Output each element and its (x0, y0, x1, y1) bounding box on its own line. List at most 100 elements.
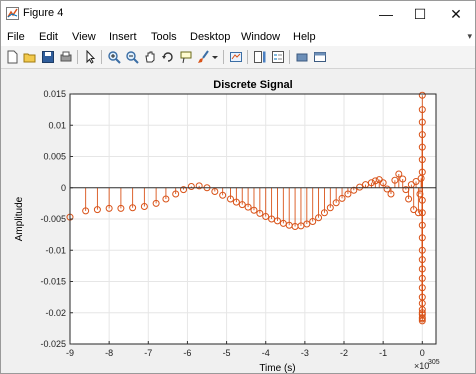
menu-window[interactable]: Window (241, 31, 281, 43)
stem-marker (219, 191, 227, 199)
stem-marker (338, 194, 346, 202)
rotate-3d-icon[interactable] (160, 49, 176, 65)
close-button[interactable]: ✕ (450, 5, 462, 22)
stem-marker (105, 204, 113, 212)
toolbar-separator (247, 50, 248, 64)
y-axis-label: Amplitude (14, 196, 25, 241)
x-exponent-power: 305 (428, 359, 440, 366)
stem-marker (418, 106, 426, 114)
x-tick-label: -5 (223, 348, 231, 358)
stem-marker (152, 199, 160, 207)
stem-marker (356, 183, 364, 191)
figure-toolbar (1, 46, 475, 69)
y-tick-label: 0.01 (48, 120, 66, 130)
x-tick-label: -8 (105, 348, 113, 358)
stem-marker (332, 199, 340, 207)
print-icon[interactable] (58, 49, 74, 65)
stem-marker (391, 176, 399, 184)
insert-colorbar-icon[interactable] (252, 49, 268, 65)
stem-chart[interactable]: -9 -8 -7 -6 -5 -4 -3 -2 -1 0 0.015 0.01 0.005 0 -0.005… (2, 69, 474, 373)
x-tick-label: -4 (262, 348, 270, 358)
stem-marker (117, 204, 125, 212)
stem-marker (387, 190, 395, 198)
y-tick-label: 0 (61, 183, 66, 193)
stem-marker (309, 218, 317, 225)
stem-marker (238, 201, 246, 209)
stem-marker (320, 209, 328, 217)
brush-icon[interactable] (196, 49, 212, 65)
toolbar-separator (77, 50, 78, 64)
menu-view[interactable]: View (72, 31, 96, 43)
stem-marker (187, 183, 195, 190)
y-tick-label: -0.005 (40, 214, 66, 224)
stem-marker (418, 131, 426, 139)
x-tick-label: -3 (301, 348, 309, 358)
zoom-in-icon[interactable] (106, 49, 122, 65)
menu-desktop[interactable]: Desktop (190, 31, 231, 43)
stem-marker (82, 207, 90, 215)
window-title: Figure 4 (23, 7, 64, 19)
stem-marker (414, 209, 422, 217)
y-tick-label: -0.01 (45, 245, 66, 255)
stem-marker (399, 175, 407, 183)
axis-ticks: -9 -8 -7 -6 -5 -4 -3 -2 -1 0 0.015 0.01 0.005 0 -0.005… (40, 89, 424, 358)
menu-insert[interactable]: Insert (109, 31, 137, 43)
hide-plot-tools-icon[interactable] (294, 49, 310, 65)
stem-marker (211, 188, 219, 195)
stem-marker (195, 182, 203, 190)
zoom-out-icon[interactable] (124, 49, 140, 65)
menu-file[interactable]: File (7, 31, 25, 43)
stem-marker (418, 156, 426, 164)
y-tick-label: 0.005 (43, 152, 66, 162)
stem-marker (344, 190, 352, 198)
stem-marker (180, 186, 188, 194)
figure-canvas: -9 -8 -7 -6 -5 -4 -3 -2 -1 0 0.015 0.01 0.005 0 -0.005… (2, 69, 474, 373)
stem-marker (226, 195, 234, 203)
title-bar[interactable]: Figure 4 — ☐ ✕ (1, 1, 475, 28)
stem-marker (162, 195, 170, 203)
x-tick-label: -6 (183, 348, 191, 358)
stem-marker (418, 118, 426, 126)
minimize-button[interactable]: — (379, 6, 393, 22)
matlab-figure-icon (6, 7, 19, 20)
x-tick-label: 0 (420, 348, 425, 358)
show-plot-tools-icon[interactable] (312, 49, 328, 65)
stem-marker (244, 203, 252, 211)
menu-tools[interactable]: Tools (151, 31, 177, 43)
y-tick-label: -0.025 (40, 339, 66, 349)
toolbar-separator (289, 50, 290, 64)
toolbar-separator (101, 50, 102, 64)
stem-marker (412, 178, 420, 185)
stem-marker (410, 206, 418, 214)
menu-edit[interactable]: Edit (39, 31, 58, 43)
new-figure-icon[interactable] (4, 49, 20, 65)
open-file-icon[interactable] (22, 49, 38, 65)
x-tick-label: -2 (340, 348, 348, 358)
data-cursor-icon[interactable] (178, 49, 194, 65)
stem-marker (418, 143, 426, 151)
link-plot-icon[interactable] (228, 49, 244, 65)
stem-marker (250, 206, 258, 214)
stem-marker (371, 177, 379, 185)
pointer-icon[interactable] (82, 49, 98, 65)
insert-legend-icon[interactable] (270, 49, 286, 65)
stem-marker (129, 204, 137, 212)
stem-marker (418, 309, 426, 317)
x-axis-label: Time (s) (259, 363, 295, 373)
pan-icon[interactable] (142, 49, 158, 65)
stem-marker (416, 190, 424, 198)
save-icon[interactable] (40, 49, 56, 65)
brush-dropdown-icon[interactable] (211, 49, 219, 65)
menu-help[interactable]: Help (293, 31, 316, 43)
maximize-button[interactable]: ☐ (413, 5, 427, 22)
stem-marker (383, 185, 391, 193)
stem-marker (326, 204, 334, 212)
menu-expand-icon[interactable]: ▾ (467, 31, 472, 41)
stem-marker (140, 203, 148, 210)
y-tick-label: -0.02 (45, 308, 66, 318)
y-tick-label: 0.015 (43, 89, 66, 99)
stem-marker (405, 195, 413, 203)
toolbar-separator (223, 50, 224, 64)
menu-bar: File Edit View Insert Tools Desktop Wind… (1, 28, 475, 46)
